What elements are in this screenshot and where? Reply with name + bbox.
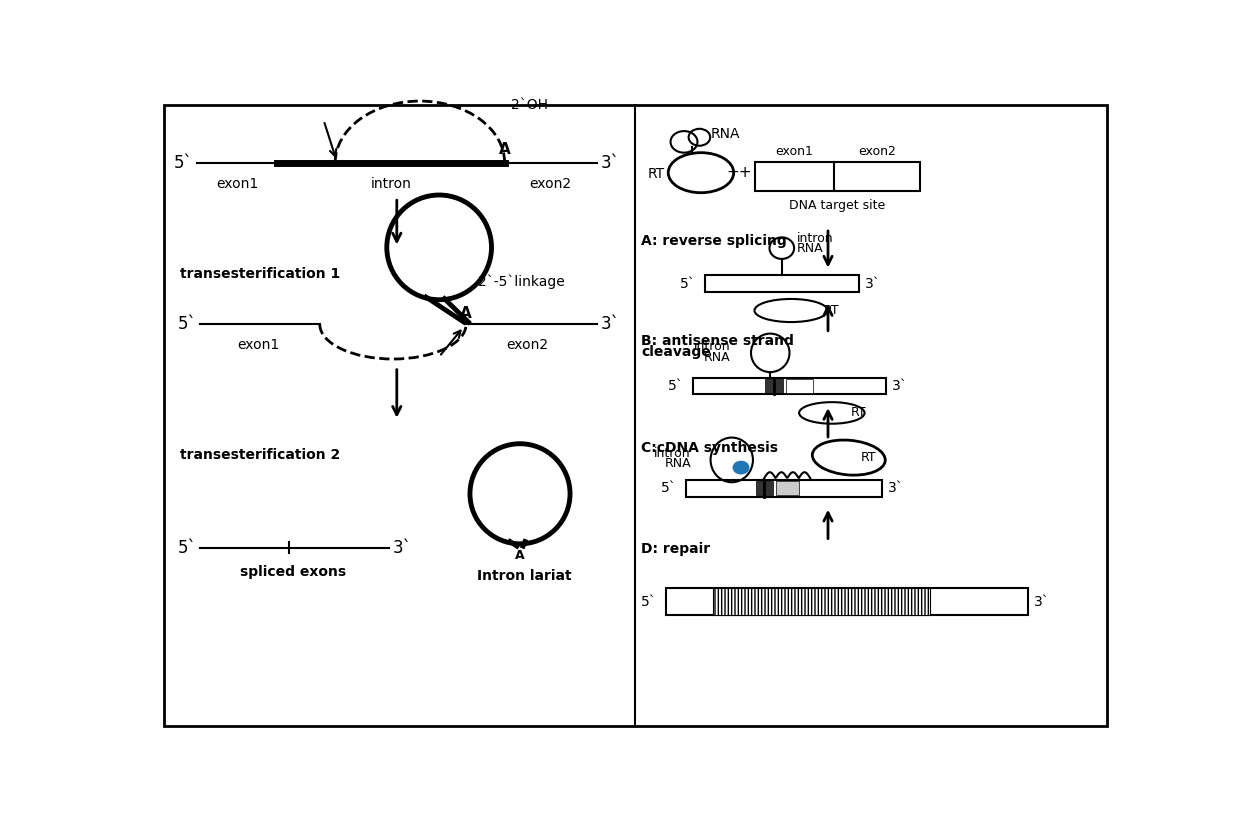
Text: 5`: 5` xyxy=(668,379,684,393)
Text: DNA target site: DNA target site xyxy=(790,199,885,212)
Text: 2`-5`linkage: 2`-5`linkage xyxy=(477,275,564,289)
Text: A: A xyxy=(460,305,472,320)
Text: cleavage: cleavage xyxy=(641,345,711,359)
Text: 3`: 3` xyxy=(892,379,908,393)
Text: intron: intron xyxy=(655,447,691,460)
Text: A: A xyxy=(515,549,525,562)
Bar xyxy=(776,481,799,495)
Text: intron: intron xyxy=(371,176,412,191)
Bar xyxy=(756,481,774,495)
Bar xyxy=(693,378,885,394)
Text: A: A xyxy=(498,142,511,156)
Text: RT: RT xyxy=(647,167,665,181)
Text: RT: RT xyxy=(825,304,839,317)
Text: 5`: 5` xyxy=(661,481,676,495)
Text: intron: intron xyxy=(693,340,730,353)
Bar xyxy=(704,275,859,292)
Text: D: repair: D: repair xyxy=(641,542,711,556)
Text: 3`: 3` xyxy=(601,154,620,172)
Text: B: antisense strand: B: antisense strand xyxy=(641,334,794,348)
Text: 3`: 3` xyxy=(1034,594,1050,608)
Text: exon2: exon2 xyxy=(507,338,549,352)
Text: transesterification 2: transesterification 2 xyxy=(180,449,340,463)
Text: exon2: exon2 xyxy=(858,145,897,158)
Text: exon1: exon1 xyxy=(216,176,258,191)
Text: 3`: 3` xyxy=(888,481,904,495)
Bar xyxy=(786,379,812,393)
Text: 3`: 3` xyxy=(866,277,880,291)
Text: exon1: exon1 xyxy=(237,338,279,352)
Text: 5`: 5` xyxy=(177,539,197,556)
Text: 5`: 5` xyxy=(177,315,197,333)
Text: C:cDNA synthesis: C:cDNA synthesis xyxy=(641,440,777,454)
Text: RT: RT xyxy=(861,451,875,464)
Text: RT: RT xyxy=(851,407,867,420)
Text: 5`: 5` xyxy=(174,154,192,172)
Bar xyxy=(686,480,882,497)
Bar xyxy=(765,379,784,393)
Text: 3`: 3` xyxy=(393,539,412,556)
Text: exon2: exon2 xyxy=(529,176,572,191)
Text: 3`: 3` xyxy=(601,315,620,333)
Text: ++: ++ xyxy=(727,165,753,180)
Ellipse shape xyxy=(733,461,749,475)
Text: transesterification 1: transesterification 1 xyxy=(180,267,340,281)
Bar xyxy=(713,588,930,616)
Text: exon1: exon1 xyxy=(776,145,813,158)
Text: A: reverse splicing: A: reverse splicing xyxy=(641,235,786,249)
Bar xyxy=(666,588,1028,616)
Text: intron: intron xyxy=(797,231,833,244)
Text: Intron lariat: Intron lariat xyxy=(476,570,572,584)
Bar xyxy=(755,162,920,191)
Text: 5`: 5` xyxy=(641,594,657,608)
Text: 5`: 5` xyxy=(680,277,696,291)
Text: RNA: RNA xyxy=(797,242,823,254)
Text: spliced exons: spliced exons xyxy=(239,565,346,579)
Text: RNA: RNA xyxy=(665,458,691,470)
Text: RNA: RNA xyxy=(703,351,730,364)
Text: RNA: RNA xyxy=(711,128,740,142)
Text: 2`OH: 2`OH xyxy=(511,98,548,112)
